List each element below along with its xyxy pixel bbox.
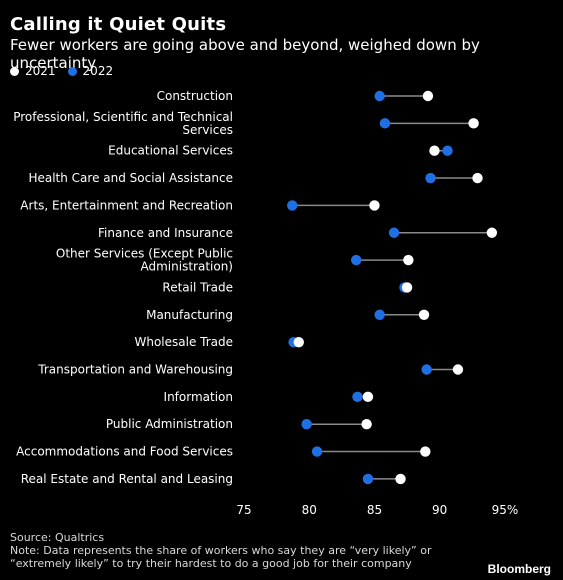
legend: 2021 2022: [10, 64, 113, 78]
category-label-other-services-except-public-administration-line-2: Administration): [141, 260, 234, 274]
category-label-transportation-and-warehousing: Transportation and Warehousing: [37, 363, 233, 377]
dot-2021-educational-services: [429, 145, 440, 156]
category-label-retail-trade: Retail Trade: [162, 280, 233, 294]
dumbbell-chart: Construction Professional, Scientific and…: [13, 89, 519, 517]
dot-2021-real-estate-and-rental-and-leasing: [395, 473, 406, 485]
chart-title: Calling it Quiet Quits: [10, 14, 227, 35]
category-label-arts-entertainment-and-recreation: Arts, Entertainment and Recreation: [20, 198, 233, 212]
category-label-professional-scientific-and-technical-services-line-2: Services: [182, 123, 233, 137]
dot-2022-manufacturing: [374, 309, 385, 320]
legend-label-2021: 2021: [25, 64, 56, 78]
category-label-real-estate-and-rental-and-leasing: Real Estate and Rental and Leasing: [21, 472, 233, 486]
category-label-other-services-except-public-administration-line-1: Other Services (Except Public: [56, 247, 233, 261]
dot-2021-wholesale-trade: [293, 336, 304, 348]
category-label-professional-scientific-and-technical-services-line-1: Professional, Scientific and Technical: [13, 110, 233, 124]
dot-2022-educational-services: [442, 145, 453, 156]
x-tick-label-80: 80: [302, 503, 317, 517]
dot-2021-other-services-except-public-administration: [403, 254, 414, 266]
dot-2022-transportation-and-warehousing: [421, 364, 432, 375]
category-label-finance-and-insurance: Finance and Insurance: [98, 226, 233, 240]
dot-2021-health-care-and-social-assistance: [472, 172, 483, 184]
chart-subtitle: Fewer workers are going above and beyond…: [10, 36, 480, 72]
dot-2021-public-administration: [361, 419, 372, 430]
x-tick-label-75: 75: [236, 503, 251, 517]
dot-2022-construction: [374, 90, 385, 102]
legend-swatch-2022: [67, 66, 77, 76]
dot-2021-information: [362, 391, 374, 403]
category-label-manufacturing: Manufacturing: [146, 308, 233, 322]
dot-2022-public-administration: [301, 419, 312, 430]
dot-2021-arts-entertainment-and-recreation: [369, 200, 380, 211]
dot-2022-information: [352, 391, 363, 403]
legend-item-2021: 2021: [10, 64, 56, 78]
x-tick-label-85: 85: [367, 503, 382, 517]
dot-2022-accommodations-and-food-services: [311, 446, 323, 457]
dot-2022-professional-scientific-and-technical-services: [379, 118, 391, 129]
category-label-public-administration: Public Administration: [106, 417, 233, 431]
legend-label-2022: 2022: [82, 64, 114, 78]
dot-2021-professional-scientific-and-technical-services: [468, 118, 479, 129]
dot-2022-real-estate-and-rental-and-leasing: [362, 473, 374, 485]
dot-2021-manufacturing: [418, 309, 430, 320]
dot-2022-finance-and-insurance: [388, 227, 400, 238]
category-label-information: Information: [164, 390, 233, 404]
category-label-construction: Construction: [157, 89, 233, 103]
dot-2021-accommodations-and-food-services: [420, 446, 431, 457]
dot-2022-health-care-and-social-assistance: [425, 172, 436, 184]
x-tick-label-90: 90: [432, 503, 447, 517]
dot-2021-construction: [422, 90, 434, 102]
category-label-educational-services: Educational Services: [108, 144, 233, 158]
footnote-line-2: “extremely likely” to try their hardest …: [10, 557, 412, 570]
footnote-line-1: Note: Data represents the share of worke…: [10, 544, 432, 557]
dot-2021-retail-trade: [401, 282, 413, 293]
dot-2022-arts-entertainment-and-recreation: [287, 200, 298, 211]
dot-2022-other-services-except-public-administration: [350, 254, 362, 266]
chart-footer: Source: Qualtrics Note: Data represents …: [10, 531, 431, 570]
x-tick-label-95: 95%: [492, 503, 519, 517]
category-label-health-care-and-social-assistance: Health Care and Social Assistance: [28, 171, 233, 185]
dot-2021-finance-and-insurance: [486, 227, 498, 238]
legend-swatch-2021: [10, 66, 19, 76]
dot-2021-transportation-and-warehousing: [452, 364, 464, 375]
category-label-accommodations-and-food-services: Accommodations and Food Services: [16, 445, 233, 459]
category-label-wholesale-trade: Wholesale Trade: [134, 335, 233, 349]
source-note: Source: Qualtrics: [10, 531, 105, 544]
bloomberg-logo: Bloomberg: [487, 562, 551, 576]
legend-item-2022: 2022: [67, 64, 114, 78]
